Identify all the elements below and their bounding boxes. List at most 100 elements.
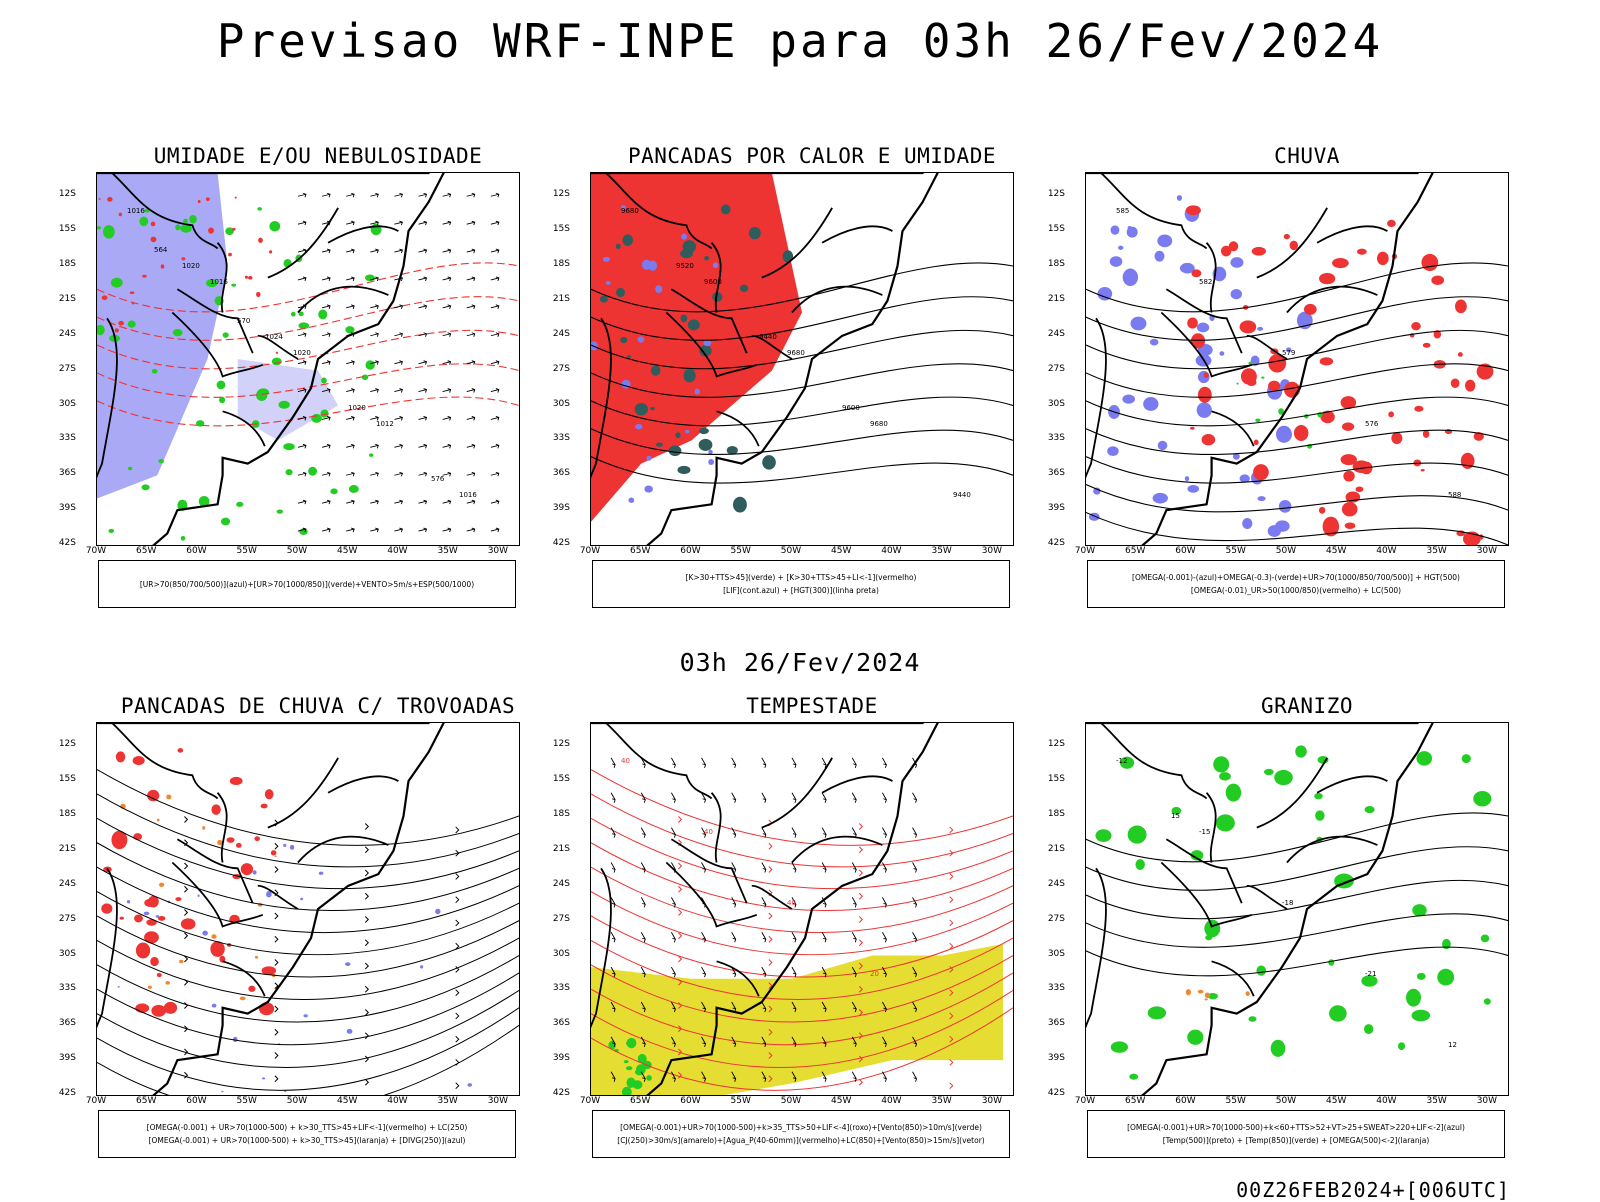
field-blob [1110, 1041, 1129, 1053]
wind-vector [297, 499, 307, 505]
field-blob [605, 281, 611, 285]
field-blob [151, 368, 158, 374]
country-borders [97, 173, 399, 479]
field-blob [330, 488, 338, 495]
field-blob [681, 233, 687, 240]
stream-arrow [858, 962, 863, 970]
wind-vector [466, 276, 476, 282]
field-blob [1149, 338, 1159, 346]
lat-tick-label: 39S [1047, 1053, 1065, 1064]
wind-vector [466, 471, 476, 477]
wind-vector [418, 276, 428, 282]
wind850-green-region [608, 1037, 652, 1095]
hgt500-contours [1086, 262, 1508, 545]
field-blob [159, 882, 165, 888]
border-line [257, 757, 339, 910]
field-blob [1318, 506, 1326, 514]
wind-vector [490, 471, 500, 477]
legend-line: [CJ(250)>30m/s](amarelo)+[Agua_P(40-60mm… [617, 1136, 985, 1145]
lon-tick-label: 55W [730, 546, 751, 556]
contour-line [1086, 296, 1508, 341]
lon-tick-label: 65W [1125, 546, 1146, 556]
panel-pancadas-calor: PANCADAS POR CALOR E UMIDADE 9680 9600 968… [553, 144, 1052, 614]
lat-tick-label: 36S [1047, 1018, 1065, 1029]
field-blob [1422, 342, 1431, 348]
field-blob [115, 751, 126, 763]
streamline [591, 769, 1013, 846]
contour-label: 1016 [127, 207, 145, 215]
wind-vector [297, 527, 307, 533]
wind-vector [912, 792, 918, 803]
border-line [591, 317, 612, 479]
wind-vector [394, 499, 403, 505]
wind-vector [821, 757, 827, 769]
wind-vector [761, 792, 767, 803]
contour-label: 1012 [376, 420, 394, 428]
contour-label: 1020 [348, 404, 366, 412]
contour-line [1086, 484, 1508, 513]
lat-tick-label: 18S [58, 809, 76, 819]
field-blob [1483, 998, 1491, 1005]
field-blob [634, 402, 648, 416]
contour-label: 9520 [676, 262, 694, 270]
border-line [1205, 242, 1217, 313]
wind-vector [394, 416, 403, 421]
wind-vector [701, 1036, 707, 1048]
wind-vector [346, 360, 355, 365]
field-blob [283, 843, 287, 847]
contour-label: 9440 [953, 491, 971, 499]
field-blob [261, 966, 277, 976]
field-blob [748, 226, 761, 240]
wind-vector [490, 304, 500, 309]
contour-line [1086, 329, 1508, 370]
legend-chuva: [OMEGA(-0.001)-(azul)+OMEGA(-0.3)-(verde… [1087, 560, 1505, 608]
field-blob [256, 389, 268, 401]
field-blob [1356, 248, 1367, 255]
wind-vector [346, 471, 355, 477]
field-blob [1270, 1039, 1286, 1057]
lat-tick-label: 33S [58, 983, 76, 994]
wind-vector [442, 471, 452, 477]
field-blob [216, 380, 226, 390]
thickness-red-marks [98, 196, 279, 354]
field-blob [1147, 1006, 1167, 1020]
wind-vector [466, 443, 476, 449]
field-blob [98, 198, 101, 200]
border-line [716, 960, 760, 997]
lat-tick-label: 21S [1047, 843, 1065, 854]
field-blob [298, 311, 304, 317]
field-blob [1414, 405, 1424, 412]
wind-vector [640, 1071, 646, 1082]
contour-line [97, 296, 519, 341]
contour-label: 579 [1282, 349, 1295, 357]
lon-tick-label: 30W [487, 1096, 509, 1106]
contour-line [1086, 879, 1508, 920]
humidity-blue-region [97, 173, 228, 499]
panel-title: TEMPESTADE [746, 694, 878, 718]
contour-label: 1016 [459, 491, 477, 499]
stream-arrow [858, 1078, 863, 1086]
field-blob [1190, 850, 1204, 861]
stream-arrow [949, 989, 954, 997]
wind-vector [394, 192, 403, 198]
stream-arrow [858, 985, 863, 993]
field-blob [369, 453, 374, 457]
stream-arrow [455, 1082, 460, 1090]
wind-vector [821, 932, 827, 943]
border-line [97, 317, 118, 479]
field-blob [321, 377, 327, 384]
field-blob [708, 458, 715, 465]
wind-vector [761, 1071, 767, 1082]
map-canvas [97, 723, 519, 1095]
contour-label: 1016 [210, 278, 228, 286]
legend-line: [OMEGA(-0.001) + UR>70(1000-500) + k>30_… [146, 1123, 468, 1132]
lon-tick-label: 30W [1476, 1096, 1498, 1106]
wind-vector [821, 792, 827, 803]
lat-tick-label: 33S [552, 433, 570, 444]
wind-vector [346, 276, 355, 282]
map-pancadas-trovoadas [96, 722, 520, 1096]
contour-line [1086, 262, 1508, 313]
wind-vector [761, 757, 767, 769]
streamline [591, 817, 1013, 890]
field-blob [278, 400, 290, 409]
